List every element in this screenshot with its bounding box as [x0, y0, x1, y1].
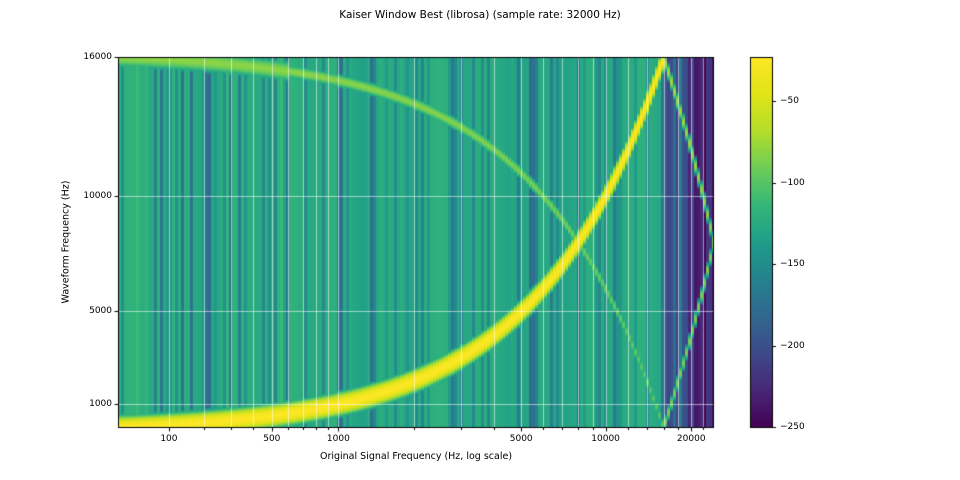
x-tick-label-10000: 10000 — [591, 434, 620, 444]
x-tick-label-100: 100 — [160, 434, 178, 444]
y-tick-label-10000: 10000 — [83, 190, 112, 201]
x-tick-label-500: 500 — [263, 434, 281, 444]
x-axis-label: Original Signal Frequency (Hz, log scale… — [319, 451, 513, 462]
colorbar-tick-label-200: −200 — [780, 340, 805, 351]
y-tick-label-5000: 5000 — [89, 306, 112, 317]
colorbar-tick-label-150: −150 — [780, 259, 805, 269]
y-tick-label-1000: 1000 — [89, 398, 112, 409]
colorbar-tick-label-250: −250 — [780, 422, 805, 432]
colorbar-tick-label-50: −50 — [780, 96, 799, 106]
x-tick-label-1000: 1000 — [326, 434, 350, 444]
y-tick-label-16000: 16000 — [83, 52, 112, 62]
x-tick-label-20000: 20000 — [676, 434, 706, 444]
colorbar-tick-label-100: −100 — [780, 177, 805, 188]
chart-title: Kaiser Window Best (librosa) (sample rat… — [339, 9, 621, 21]
x-tick-label-5000: 5000 — [509, 434, 533, 444]
